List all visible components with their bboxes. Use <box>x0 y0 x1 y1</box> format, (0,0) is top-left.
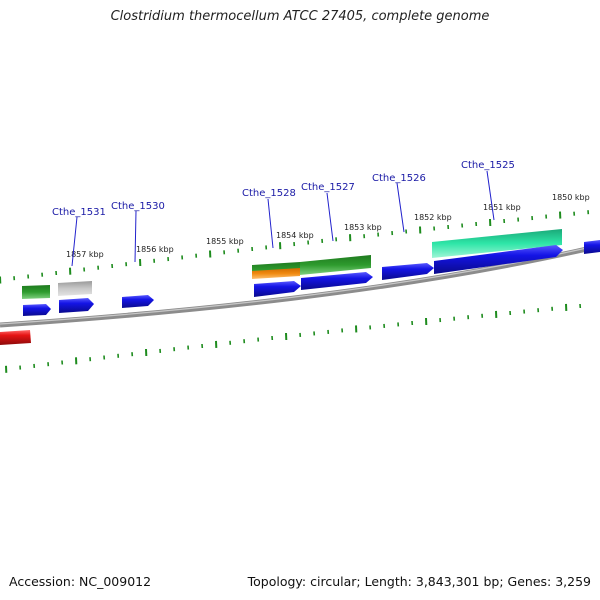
label-line <box>326 192 334 242</box>
kbp-label: 1854 kbp <box>276 231 314 240</box>
gene-label-cthe-1526[interactable]: Cthe_1526 <box>372 173 426 184</box>
label-line <box>71 216 78 267</box>
kbp-label: 1853 kbp <box>344 223 382 232</box>
topology-text: Topology: circular; Length: 3,843,301 bp… <box>247 574 591 589</box>
label-line <box>134 210 137 263</box>
kbp-label: 1852 kbp <box>414 213 452 222</box>
genome-backbone-highlight <box>0 244 600 325</box>
cds-arrow[interactable] <box>584 240 600 254</box>
kbp-label: 1850 kbp <box>552 193 590 202</box>
feature-orange[interactable] <box>252 268 300 279</box>
page-title: Clostridium thermocellum ATCC 27405, com… <box>110 9 490 24</box>
cds-forward-strand <box>23 240 600 316</box>
cds-arrow[interactable] <box>382 263 434 280</box>
gene-label-cthe-1530[interactable]: Cthe_1530 <box>111 201 165 212</box>
accession-text: Accession: NC_009012 <box>9 574 152 589</box>
feature-gray[interactable] <box>58 281 92 296</box>
cds-reverse-strand <box>0 330 31 345</box>
gene-label-cthe-1531[interactable]: Cthe_1531 <box>52 207 106 218</box>
gene-label-cthe-1527[interactable]: Cthe_1527 <box>301 182 355 193</box>
label-line <box>267 198 274 249</box>
cds-arrow-reverse[interactable] <box>0 330 31 345</box>
tick-row-lower <box>5 303 582 373</box>
label-line <box>486 170 495 221</box>
gene-label-cthe-1528[interactable]: Cthe_1528 <box>242 188 296 199</box>
cds-arrow[interactable] <box>23 304 51 316</box>
kbp-label: 1851 kbp <box>483 203 521 212</box>
kbp-labels: 1857 kbp 1856 kbp 1855 kbp 1854 kbp 1853… <box>66 193 590 259</box>
cds-arrow[interactable] <box>59 298 94 313</box>
feature-teal[interactable] <box>432 229 562 258</box>
kbp-label: 1857 kbp <box>66 250 104 259</box>
genome-backbone <box>0 243 600 328</box>
feature-green[interactable] <box>300 255 371 275</box>
kbp-label: 1855 kbp <box>206 237 244 246</box>
gene-label-lines <box>71 170 495 267</box>
cds-arrow[interactable] <box>254 281 301 297</box>
gene-labels: Cthe_1531 Cthe_1530 Cthe_1528 Cthe_1527 … <box>52 160 515 218</box>
feature-green[interactable] <box>22 285 50 299</box>
cds-arrow[interactable] <box>301 272 373 290</box>
kbp-tick-row-upper <box>0 210 590 284</box>
cds-arrow[interactable] <box>122 295 154 308</box>
gene-label-cthe-1525[interactable]: Cthe_1525 <box>461 160 515 171</box>
label-line <box>396 182 405 233</box>
kbp-label: 1856 kbp <box>136 245 174 254</box>
feature-bars <box>22 229 562 299</box>
cds-arrow[interactable] <box>434 245 563 274</box>
